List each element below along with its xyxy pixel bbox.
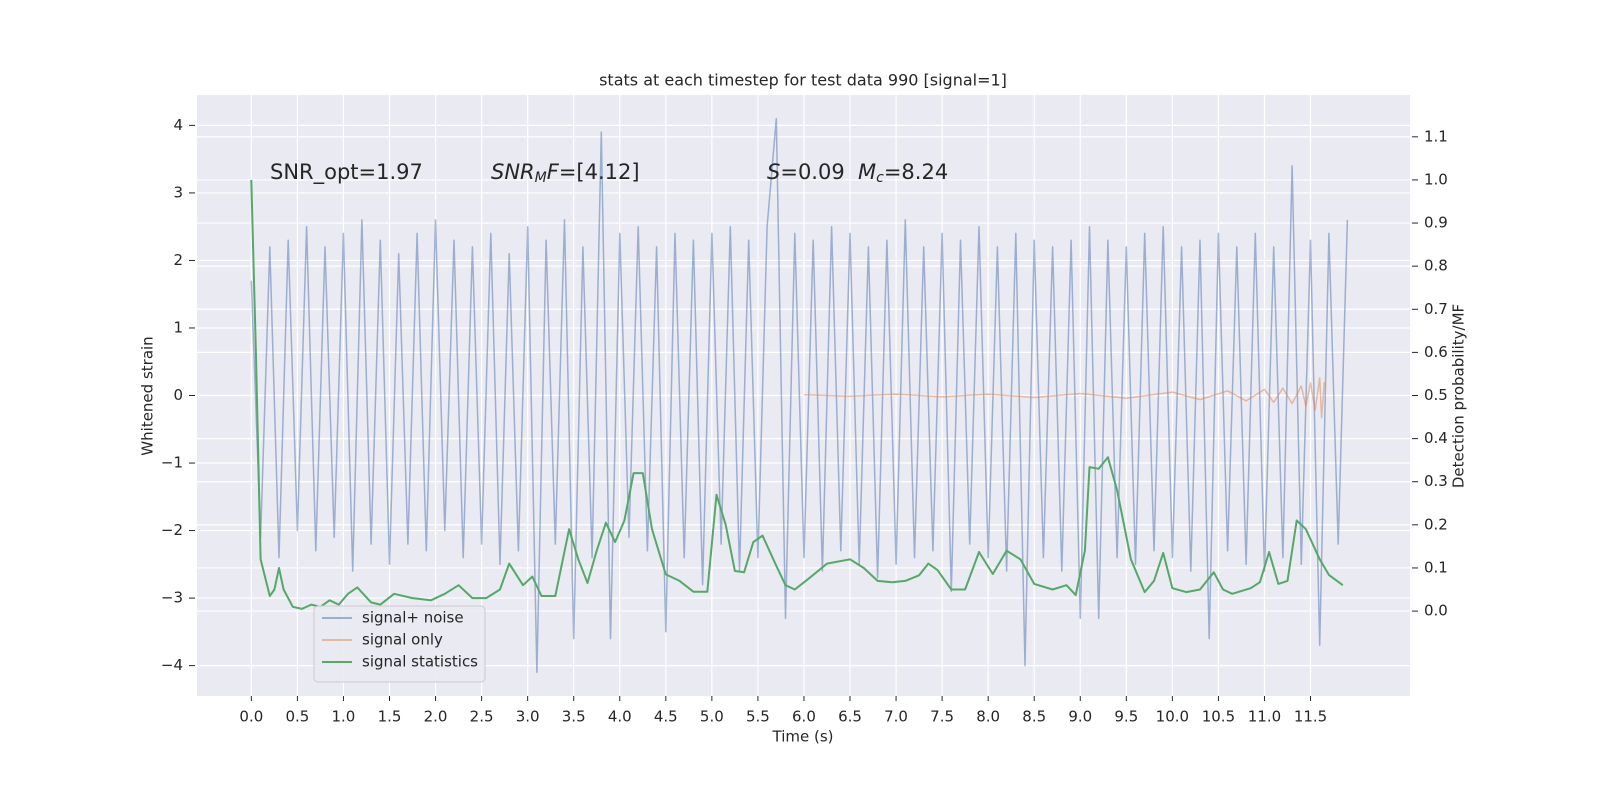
x-tick-label: 3.5: [562, 708, 586, 726]
x-tick-label: 2.0: [424, 708, 448, 726]
annotation: S=0.09: [767, 160, 845, 184]
annotation-part: =0.09: [780, 160, 844, 184]
x-tick-label: 7.0: [884, 708, 908, 726]
y2-tick-label: 0.5: [1424, 386, 1448, 404]
chart-title: stats at each timestep for test data 990…: [599, 71, 1007, 90]
y2-tick-label: 0.0: [1424, 602, 1448, 620]
y-tick-label: −1: [161, 454, 183, 472]
annotation-part: S: [767, 160, 780, 184]
y2-tick-label: 1.0: [1424, 170, 1448, 188]
y-tick-label: −3: [161, 589, 183, 607]
annotation-part: c: [876, 170, 884, 186]
y-tick-label: 2: [173, 251, 183, 269]
annotation: Mc=8.24: [858, 160, 948, 186]
y2-tick-label: 0.9: [1424, 214, 1448, 232]
y-axis-label: Whitened strain: [139, 336, 157, 455]
x-tick-label: 4.5: [654, 708, 678, 726]
annotation-part: =8.24: [884, 160, 948, 184]
y-tick-label: 1: [173, 318, 183, 336]
y2-axis-label: Detection probability/MF: [1450, 304, 1468, 488]
series-line: [250, 117, 1349, 674]
annotation-part: M: [858, 160, 876, 184]
x-tick-label: 11.0: [1248, 708, 1281, 726]
y2-tick-label: 0.1: [1424, 558, 1448, 576]
annotation-part: =[4.12]: [559, 160, 640, 184]
annotation-part: SNR_opt=1.97: [270, 160, 423, 185]
annotation: SNR_opt=1.97: [270, 160, 423, 185]
x-tick-label: 7.5: [930, 708, 954, 726]
x-tick-label: 1.0: [332, 708, 356, 726]
x-tick-label: 6.5: [838, 708, 862, 726]
y-tick-label: 4: [173, 116, 183, 134]
y-tick-label: −2: [161, 521, 183, 539]
x-tick-label: 4.0: [608, 708, 632, 726]
x-tick-label: 6.0: [792, 708, 816, 726]
y-tick-label: 3: [173, 183, 183, 201]
annotation-part: SNR: [491, 160, 535, 184]
x-tick-label: 8.0: [976, 708, 1000, 726]
annotation-part: F: [547, 160, 560, 184]
y-tick-label: −4: [161, 656, 183, 674]
annotation-part: M: [535, 170, 547, 186]
y-tick-label: 0: [173, 386, 183, 404]
x-axis-label: Time (s): [772, 728, 834, 746]
y2-tick-label: 0.4: [1424, 429, 1448, 447]
y2-tick-label: 1.1: [1424, 127, 1448, 145]
y2-tick-label: 0.2: [1424, 515, 1448, 533]
x-tick-label: 0.5: [285, 708, 309, 726]
x-tick-label: 9.0: [1068, 708, 1092, 726]
legend-label: signal+ noise: [362, 609, 464, 627]
x-tick-label: 9.5: [1114, 708, 1138, 726]
y2-tick-label: 0.8: [1424, 257, 1448, 275]
x-tick-label: 2.5: [470, 708, 494, 726]
legend-label: signal only: [362, 631, 443, 649]
x-tick-label: 11.5: [1294, 708, 1327, 726]
legend-label: signal statistics: [362, 653, 478, 671]
legend-box: [313, 605, 486, 683]
series-line: [250, 179, 1344, 610]
x-tick-label: 10.5: [1202, 708, 1235, 726]
y2-tick-label: 0.6: [1424, 343, 1448, 361]
y2-tick-label: 0.7: [1424, 300, 1448, 318]
series-line: [803, 377, 1326, 419]
y2-tick-label: 0.3: [1424, 472, 1448, 490]
annotation: SNRMF=[4.12]: [491, 160, 640, 186]
x-tick-label: 5.5: [746, 708, 770, 726]
x-tick-label: 8.5: [1022, 708, 1046, 726]
x-tick-label: 1.5: [378, 708, 402, 726]
x-tick-label: 0.0: [239, 708, 263, 726]
x-tick-label: 3.0: [516, 708, 540, 726]
x-tick-label: 10.0: [1156, 708, 1189, 726]
x-tick-label: 5.0: [700, 708, 724, 726]
